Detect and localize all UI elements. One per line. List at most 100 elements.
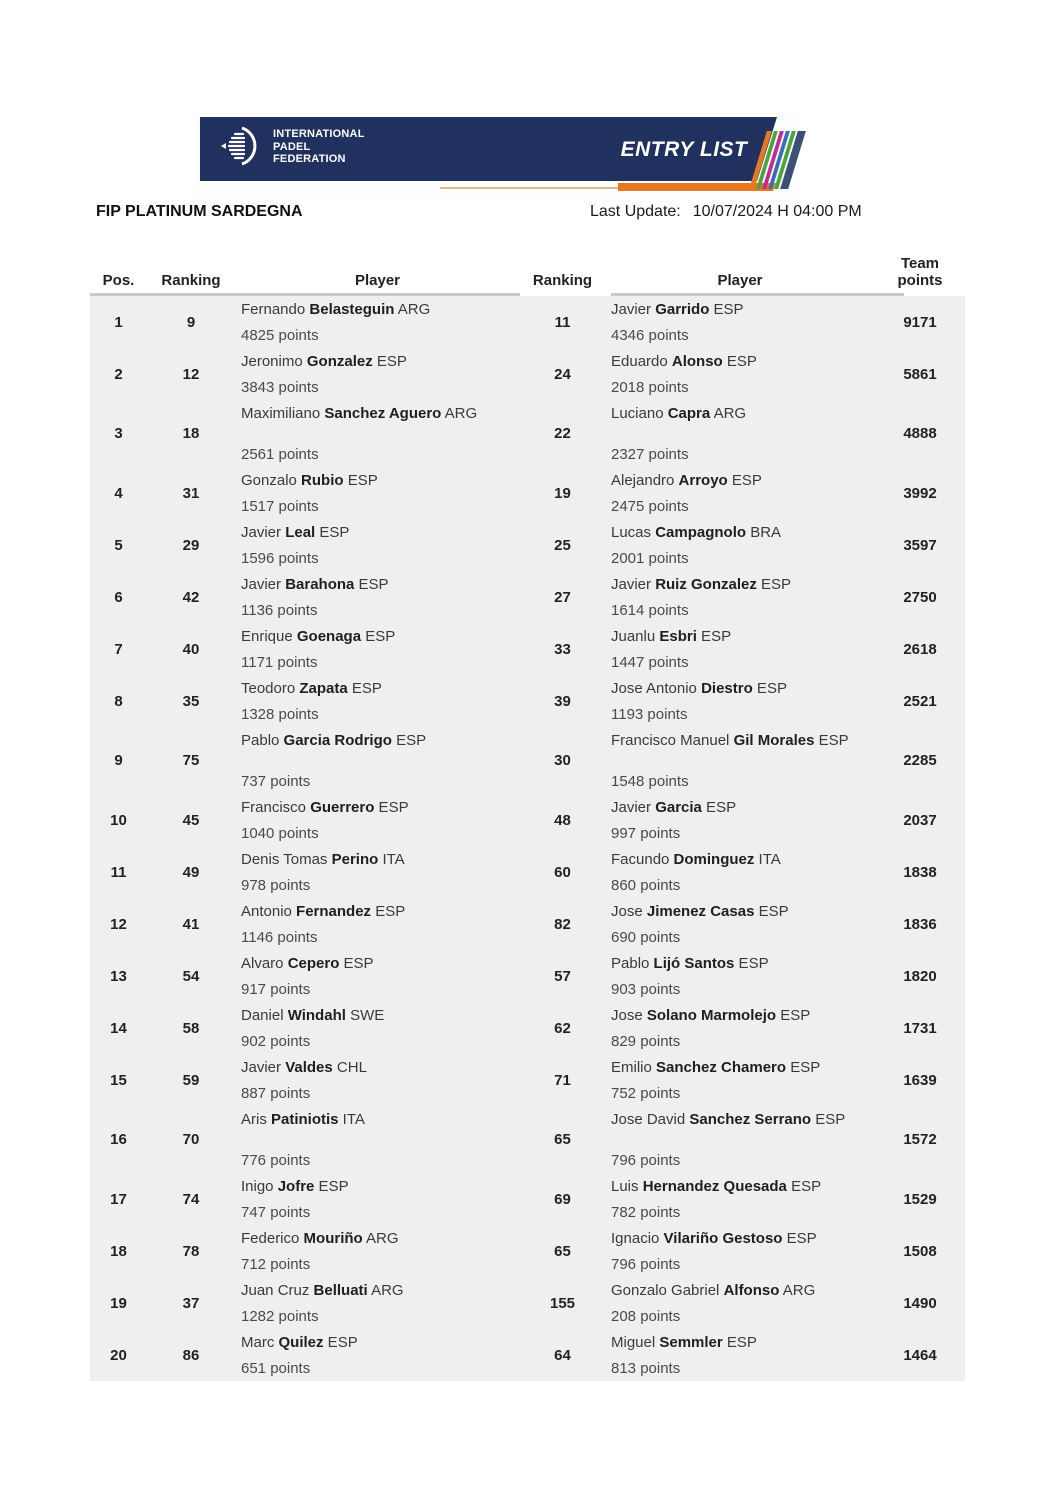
player-points: 712 points (241, 1255, 311, 1273)
player-points: 1171 points (241, 653, 318, 671)
ranking-cell-1: 41 (182, 915, 200, 933)
player-cell-2: Pablo Lijó Santos ESP 903 points (605, 950, 875, 1002)
team-points-cell: 2750 (903, 588, 937, 606)
player-points: 208 points (611, 1307, 681, 1325)
entry-table-body: 1 9 Fernando Belasteguin ARG 4825 points 11 J… (90, 296, 965, 1381)
team-points-cell: 9171 (903, 313, 937, 331)
player-points: 1193 points (611, 705, 688, 723)
table-row: 8 35 Teodoro Zapata ESP 1328 points 39 Jose A… (90, 675, 965, 727)
ranking-cell-2: 62 (554, 1019, 571, 1037)
team-points-cell: 3992 (903, 484, 937, 502)
team-points-cell: 3597 (903, 536, 937, 554)
banner-underline-thick (618, 183, 776, 191)
player-cell-2: Ignacio Vilariño Gestoso ESP 796 points (605, 1225, 875, 1277)
player-name: Denis Tomas Perino ITA (241, 850, 405, 868)
pos-cell: 15 (110, 1071, 127, 1089)
player-cell-2: Eduardo Alonso ESP 2018 points (605, 348, 875, 400)
pos-cell: 6 (114, 588, 123, 606)
player-cell-1: Antonio Fernandez ESP 1146 points (235, 898, 520, 950)
last-update-label: Last Update: (590, 203, 681, 220)
player-points: 752 points (611, 1084, 681, 1102)
player-cell-1: Francisco Guerrero ESP 1040 points (235, 794, 520, 846)
ranking-cell-1: 54 (182, 967, 200, 985)
player-cell-1: Maximiliano Sanchez Aguero ARG 2561 point… (235, 400, 520, 467)
ranking-cell-2: 48 (554, 811, 571, 829)
team-points-cell: 1508 (903, 1242, 937, 1260)
table-row: 10 45 Francisco Guerrero ESP 1040 points 48 J… (90, 794, 965, 846)
header-ranking-2: Ranking (532, 272, 593, 289)
player-cell-2: Jose David Sanchez Serrano ESP 796 points (605, 1106, 875, 1173)
ipf-logo-line3: FEDERATION (273, 153, 346, 166)
player-cell-1: Juan Cruz Belluati ARG 1282 points (235, 1277, 520, 1329)
ipf-logo-line1: INTERNATIONAL (273, 128, 365, 141)
ipf-logo: INTERNATIONAL PADEL FEDERATION (220, 125, 365, 169)
table-row: 9 75 Pablo Garcia Rodrigo ESP 737 points 30 F… (90, 727, 965, 794)
player-cell-1: Javier Barahona ESP 1136 points (235, 571, 520, 623)
team-points-cell: 1836 (903, 915, 937, 933)
player-cell-2: Francisco Manuel Gil Morales ESP 1548 poi… (605, 727, 875, 794)
ranking-cell-2: 155 (549, 1294, 576, 1312)
player-name: Eduardo Alonso ESP (611, 352, 757, 370)
player-name: Teodoro Zapata ESP (241, 679, 382, 697)
ranking-cell-2: 27 (554, 588, 571, 606)
player-points: 2327 points (611, 445, 689, 463)
ranking-cell-2: 22 (554, 425, 571, 442)
ranking-cell-1: 35 (182, 692, 200, 710)
team-points-cell: 2037 (903, 811, 937, 829)
player-points: 860 points (611, 876, 681, 894)
team-points-cell: 1572 (903, 1131, 937, 1148)
ranking-cell-2: 39 (554, 692, 571, 710)
header-player-1: Player (354, 272, 401, 289)
player-name: Aris Patiniotis ITA (241, 1110, 365, 1128)
team-points-cell: 1464 (903, 1346, 937, 1364)
player-cell-1: Teodoro Zapata ESP 1328 points (235, 675, 520, 727)
ranking-cell-1: 40 (182, 640, 200, 658)
player-cell-2: Jose Solano Marmolejo ESP 829 points (605, 1002, 875, 1054)
ranking-cell-1: 9 (186, 313, 196, 331)
player-name: Gonzalo Rubio ESP (241, 471, 378, 489)
player-points: 1517 points (241, 497, 319, 515)
pos-cell: 17 (110, 1190, 127, 1208)
team-points-cell: 2285 (903, 752, 937, 769)
player-cell-2: Javier Garrido ESP 4346 points (605, 296, 875, 348)
table-row: 3 18 Maximiliano Sanchez Aguero ARG 2561 po… (90, 400, 965, 467)
player-name: Pablo Garcia Rodrigo ESP (241, 731, 427, 749)
last-update: Last Update: 10/07/2024 H 04:00 PM (590, 203, 862, 221)
ranking-cell-1: 31 (182, 484, 200, 502)
ipf-globe-icon (221, 126, 257, 166)
entry-table: Pos. Ranking Player Ranking Player Team … (90, 248, 965, 1381)
player-cell-1: Marc Quilez ESP 651 points (235, 1329, 520, 1381)
ranking-cell-1: 29 (182, 536, 200, 554)
player-name: Maximiliano Sanchez Aguero ARG (241, 404, 478, 422)
player-points: 917 points (241, 980, 311, 998)
player-name: Facundo Dominguez ITA (611, 850, 781, 868)
pos-cell: 1 (114, 313, 123, 331)
player-cell-2: Jose Antonio Diestro ESP 1193 points (605, 675, 875, 727)
player-cell-2: Juanlu Esbri ESP 1447 points (605, 623, 875, 675)
page-title: FIP PLATINUM SARDEGNA (96, 203, 303, 220)
player-cell-1: Javier Valdes CHL 887 points (235, 1054, 520, 1106)
team-points-cell: 1820 (903, 967, 937, 985)
team-points-cell: 1838 (903, 863, 937, 881)
player-points: 2001 points (611, 549, 689, 567)
ipf-banner: INTERNATIONAL PADEL FEDERATION ENTRY LIS… (196, 113, 806, 197)
player-name: Jose David Sanchez Serrano ESP (611, 1110, 846, 1128)
header-separator-right (611, 293, 904, 296)
player-cell-1: Daniel Windahl SWE 902 points (235, 1002, 520, 1054)
player-name: Pablo Lijó Santos ESP (611, 954, 769, 972)
table-row: 13 54 Alvaro Cepero ESP 917 points 57 Pablo L… (90, 950, 965, 1002)
banner-background (200, 117, 777, 181)
table-row: 14 58 Daniel Windahl SWE 902 points 62 Jose S… (90, 1002, 965, 1054)
player-cell-2: Jose Jimenez Casas ESP 690 points (605, 898, 875, 950)
ranking-cell-1: 74 (182, 1190, 200, 1208)
ipf-logo-line2: PADEL (273, 140, 311, 153)
entry-table-header: Pos. Ranking Player Ranking Player Team … (90, 248, 965, 296)
player-points: 1282 points (241, 1307, 319, 1325)
banner-stripes (749, 131, 806, 189)
player-points: 1328 points (241, 705, 319, 723)
player-cell-1: Alvaro Cepero ESP 917 points (235, 950, 520, 1002)
player-name: Federico Mouriño ARG (241, 1229, 399, 1247)
ranking-cell-1: 70 (182, 1131, 200, 1148)
table-row: 18 78 Federico Mouriño ARG 712 points 65 Igna… (90, 1225, 965, 1277)
